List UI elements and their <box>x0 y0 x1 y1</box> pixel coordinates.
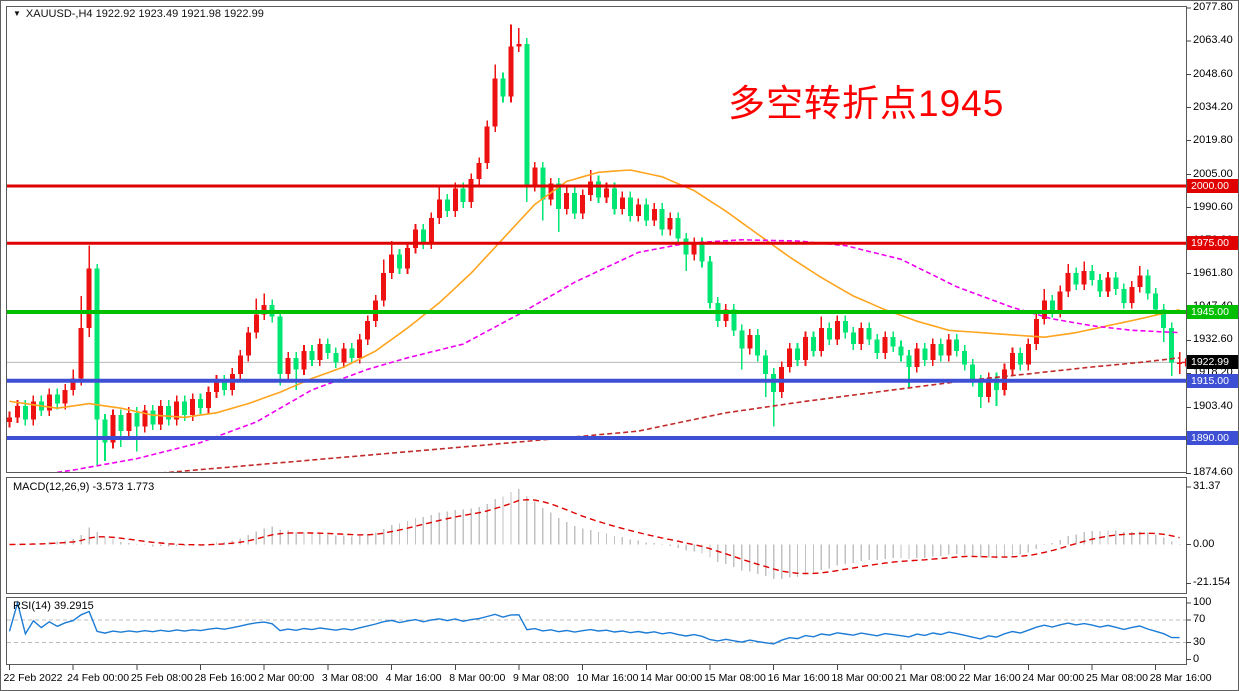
price-badge-2000.00: 2000.00 <box>1187 179 1238 193</box>
time-axis-label: 14 Mar 00:00 <box>640 672 703 684</box>
rsi-axis-tick: 100 <box>1193 596 1212 608</box>
time-axis-label: 28 Mar 16:00 <box>1149 672 1212 684</box>
price-axis-tick: 1961.80 <box>1193 266 1233 279</box>
ohlc-readout: XAUUSD-,H4 1922.92 1923.49 1921.98 1922.… <box>25 8 264 20</box>
chart-text-annotation[interactable]: 多空转折点1945 <box>728 83 1005 124</box>
price-axis-tick: 1874.60 <box>1193 466 1233 479</box>
macd-axis-tick: -21.154 <box>1193 576 1231 589</box>
price-axis-tick: 1903.40 <box>1193 400 1233 413</box>
price-axis-tick: 2063.40 <box>1193 33 1233 46</box>
time-axis-label: 18 Mar 00:00 <box>831 672 894 684</box>
time-axis-label: 21 Mar 08:00 <box>895 672 957 684</box>
price-axis-tick: 2019.80 <box>1193 133 1233 146</box>
price-axis-tick: 2077.80 <box>1193 0 1233 13</box>
time-axis-label: 25 Mar 08:00 <box>1086 672 1148 684</box>
time-axis-label: 10 Mar 16:00 <box>576 672 639 684</box>
time-axis-label: 4 Mar 16:00 <box>385 672 442 684</box>
rsi-panel[interactable] <box>6 597 1187 665</box>
chart-title: ▼ XAUUSD-,H4 1922.92 1923.49 1921.98 1922… <box>13 8 264 20</box>
main-chart-panel[interactable] <box>6 6 1187 473</box>
time-axis-label: 28 Feb 16:00 <box>194 672 257 684</box>
symbol-dropdown-icon[interactable]: ▼ <box>13 9 21 18</box>
macd-axis-tick: 31.37 <box>1193 479 1221 492</box>
price-badge-1945.00: 1945.00 <box>1187 304 1238 319</box>
time-axis-label: 22 Feb 2022 <box>3 672 63 684</box>
price-badge-1915.00: 1915.00 <box>1187 373 1238 388</box>
time-axis-label: 22 Mar 16:00 <box>958 672 1021 684</box>
macd-panel[interactable] <box>6 477 1187 594</box>
time-axis-label: 24 Mar 00:00 <box>1022 672 1085 684</box>
price-axis-tick: 1932.60 <box>1193 333 1233 346</box>
rsi-axis-tick: 70 <box>1193 612 1206 625</box>
rsi-axis-tick: 30 <box>1193 635 1206 648</box>
time-axis-label: 16 Mar 16:00 <box>767 672 830 684</box>
time-axis-label: 9 Mar 08:00 <box>512 672 569 684</box>
macd-axis-tick: 0.00 <box>1193 537 1215 550</box>
rsi-indicator-label: RSI(14) 39.2915 <box>13 600 94 612</box>
time-axis-label: 15 Mar 08:00 <box>703 672 766 684</box>
time-axis-label: 3 Mar 08:00 <box>321 672 378 684</box>
time-axis-label: 25 Feb 08:00 <box>130 672 193 684</box>
price-axis-tick: 2034.20 <box>1193 100 1233 113</box>
price-badge-1922.99: 1922.99 <box>1187 355 1238 370</box>
price-axis-tick: 1990.60 <box>1193 200 1233 213</box>
time-axis-label: 2 Mar 00:00 <box>258 672 315 684</box>
time-axis-label: 24 Feb 00:00 <box>67 672 130 684</box>
price-axis-tick: 2048.60 <box>1193 67 1233 80</box>
price-badge-1975.00: 1975.00 <box>1187 236 1238 251</box>
price-axis-tick: 2005.00 <box>1193 167 1233 180</box>
time-axis-label: 8 Mar 00:00 <box>449 672 506 684</box>
rsi-axis-tick: 0 <box>1193 652 1200 665</box>
macd-indicator-label: MACD(12,26,9) -3.573 1.773 <box>13 481 155 493</box>
price-badge-1890.00: 1890.00 <box>1187 430 1238 445</box>
